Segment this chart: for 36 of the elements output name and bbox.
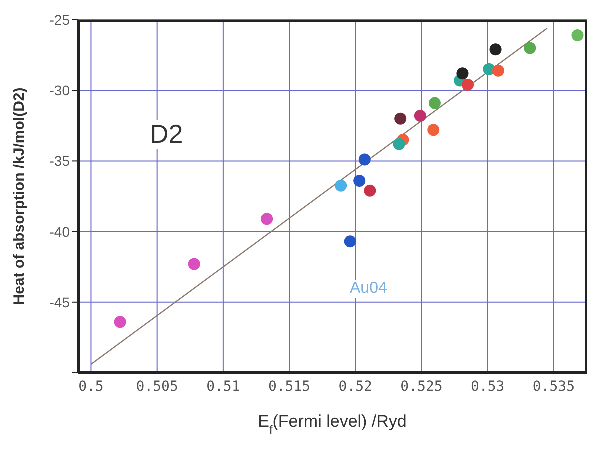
annotation: Au04 xyxy=(348,280,390,298)
x-tick-label: 0.5 xyxy=(78,378,104,395)
x-axis-title: E$_{f}$(Fermi level) /Ryd xyxy=(258,412,407,437)
point xyxy=(261,213,274,226)
y-axis-title: Heat of absorption /kJ/mol(D2) xyxy=(11,88,28,306)
point xyxy=(188,258,200,270)
annotation: D2 xyxy=(148,119,186,149)
point xyxy=(428,124,440,136)
y-tick-label: -25 xyxy=(50,12,70,28)
point xyxy=(492,64,504,77)
point xyxy=(114,316,126,328)
point xyxy=(462,78,474,91)
point xyxy=(428,97,441,110)
x-tick-label: 0.515 xyxy=(268,378,311,395)
point xyxy=(354,174,366,187)
y-tick-label: -40 xyxy=(50,224,70,240)
x-tick-label: 0.52 xyxy=(338,378,372,395)
point xyxy=(358,154,371,166)
point xyxy=(393,138,406,150)
point xyxy=(394,112,407,125)
x-tick-label: 0.53 xyxy=(470,378,505,395)
x-tick-label: 0.51 xyxy=(206,378,240,395)
y-tick-label: -45 xyxy=(50,294,70,310)
point xyxy=(335,180,348,192)
x-tick-label: 0.505 xyxy=(136,378,178,395)
point xyxy=(456,68,469,80)
point xyxy=(344,236,356,248)
x-tick-label: 0.535 xyxy=(532,378,576,395)
y-tick-label: -35 xyxy=(50,153,70,170)
x-tick-label: 0.525 xyxy=(400,378,443,395)
point xyxy=(364,184,376,197)
point xyxy=(572,30,584,42)
point xyxy=(524,42,536,54)
point xyxy=(414,110,426,122)
point xyxy=(490,44,502,56)
y-tick-label: -30 xyxy=(50,82,70,99)
